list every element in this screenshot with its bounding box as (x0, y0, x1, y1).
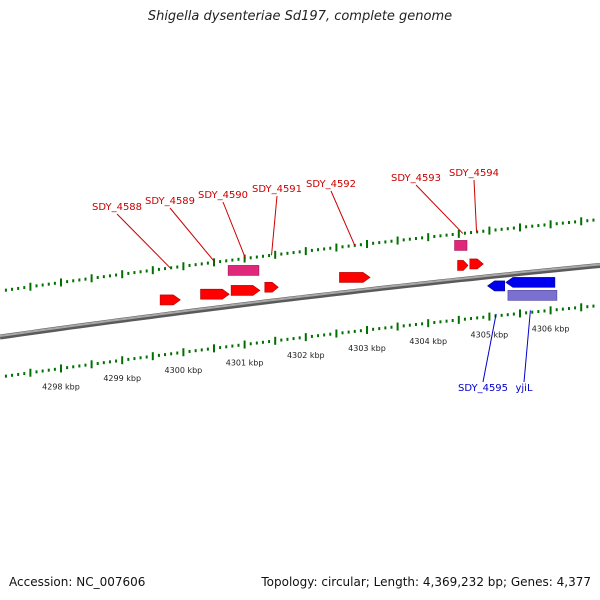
gene-yjil (505, 277, 556, 288)
label-leader (222, 201, 246, 259)
label-leader (523, 310, 531, 383)
axis-labels: 4298 kbp 4299 kbp 4300 kbp 4301 kbp 4302 kbp… (42, 324, 569, 391)
axis-tick-label: 4298 kbp (42, 382, 80, 391)
axis-tick-label: 4304 kbp (409, 337, 447, 346)
gene-sdy-4592 (339, 272, 371, 283)
backbone-line (0, 263, 600, 340)
feature-label-sdy-4594: SDY_4594 (449, 168, 499, 179)
label-leader (330, 190, 356, 246)
label-leader (482, 313, 497, 383)
gene-sdy-4593 (457, 260, 469, 271)
genome-backbone (0, 263, 600, 340)
label-leader (116, 213, 171, 269)
feature-label-yjil: yjiL (515, 383, 532, 394)
map-title: Shigella dysenteriae Sd197, complete gen… (147, 9, 453, 24)
axis-tick-label: 4299 kbp (103, 374, 141, 383)
label-leader (415, 184, 464, 234)
axis-tick-label: 4305 kbp (471, 331, 509, 340)
gene-sdy-4594 (469, 258, 484, 270)
gene-sdy-4588 (159, 294, 181, 306)
reverse-ruler (4, 303, 595, 378)
gene-sdy-4589 (200, 288, 230, 300)
cds-sdy-4593 (454, 240, 468, 251)
accession-text: Accession: NC_007606 (9, 575, 146, 589)
feature-label-sdy-4592: SDY_4592 (306, 179, 356, 190)
cds-sdy-4590 (227, 265, 260, 276)
axis-tick-label: 4306 kbp (532, 324, 570, 333)
forward-ruler (4, 217, 595, 292)
gene-sdy-4591 (264, 281, 279, 293)
axis-tick-label: 4301 kbp (226, 359, 264, 368)
feature-label-sdy-4595: SDY_4595 (458, 383, 508, 394)
feature-label-sdy-4588: SDY_4588 (92, 202, 142, 213)
feature-label-sdy-4589: SDY_4589 (145, 196, 195, 207)
label-leader (473, 179, 478, 232)
feature-label-sdy-4591: SDY_4591 (252, 184, 302, 195)
axis-tick-label: 4302 kbp (287, 351, 325, 360)
label-leader (271, 195, 278, 256)
feature-label-sdy-4593: SDY_4593 (391, 173, 441, 184)
label-leader (169, 207, 216, 263)
axis-tick-label: 4300 kbp (165, 366, 203, 375)
feature-label-sdy-4590: SDY_4590 (198, 190, 248, 201)
gene-sdy-4590 (230, 285, 261, 296)
gene-sdy-4595 (487, 280, 505, 292)
backbone-highlight (0, 263, 600, 337)
feature-track (159, 240, 558, 306)
cds-yjil (507, 290, 558, 301)
axis-tick-label: 4303 kbp (348, 344, 386, 353)
topology-text: Topology: circular; Length: 4,369,232 bp… (261, 575, 591, 589)
